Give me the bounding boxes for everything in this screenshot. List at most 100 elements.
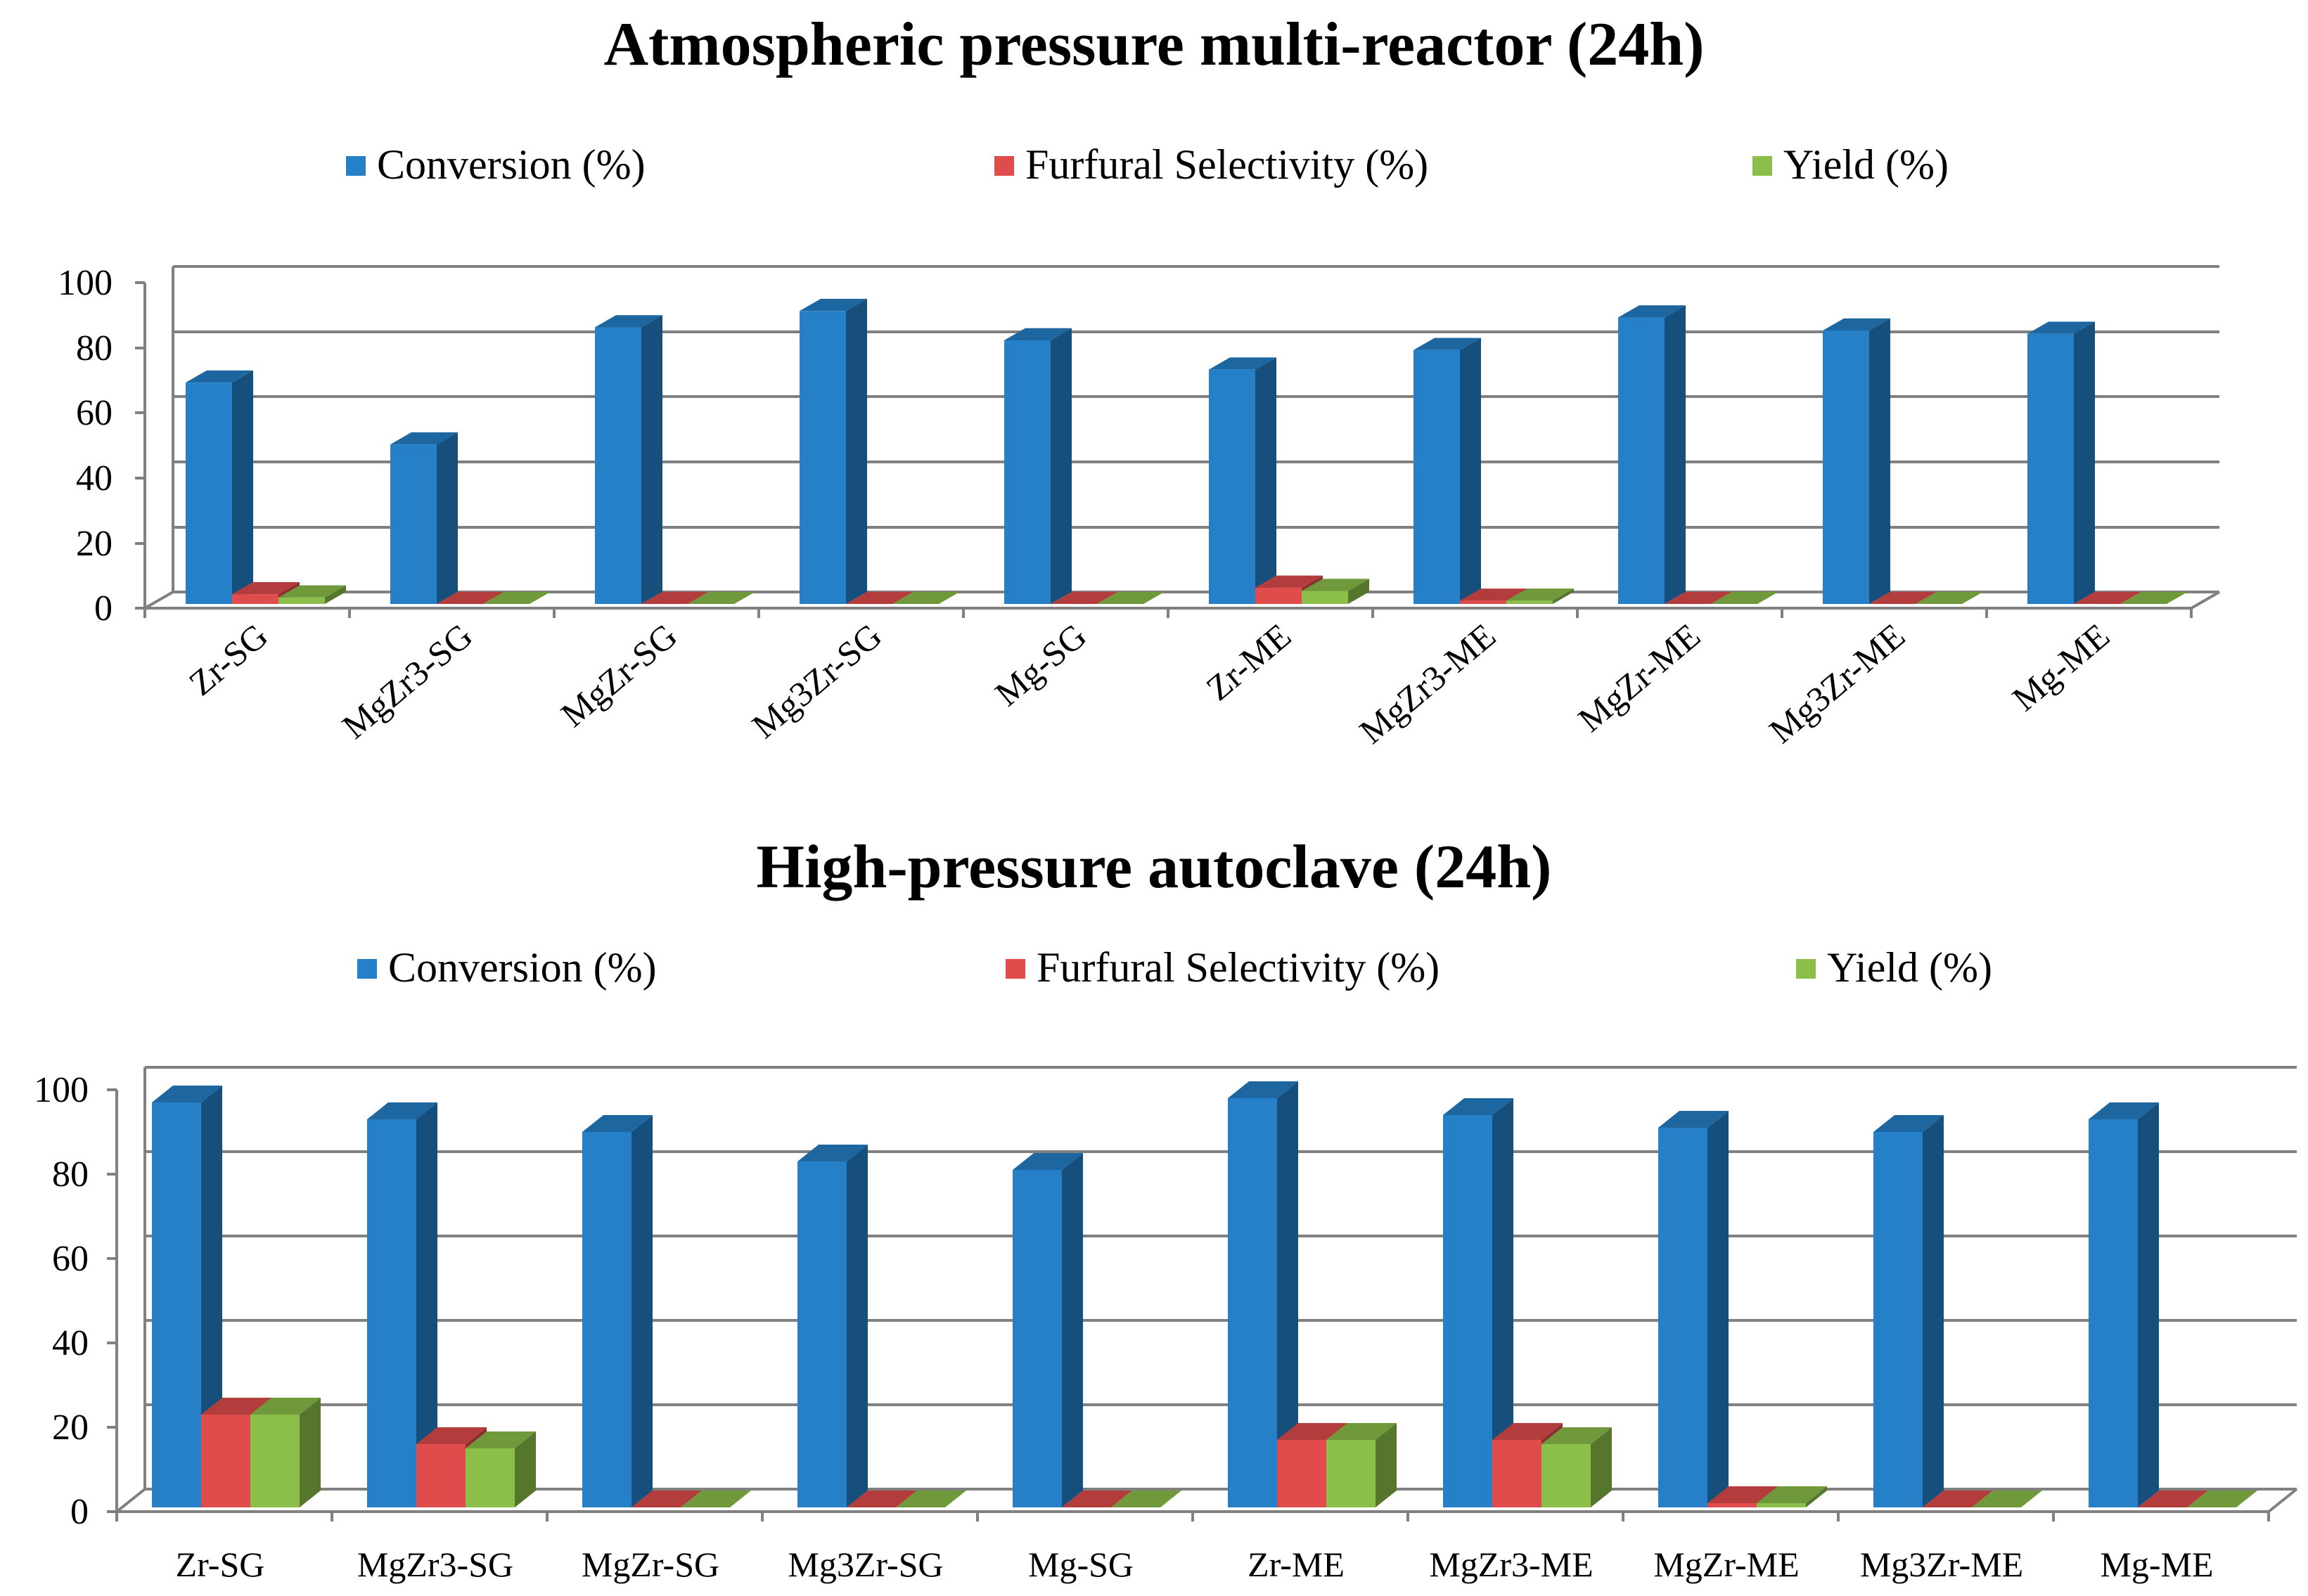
- bar-side: [1923, 1115, 1944, 1507]
- bar: [1541, 1427, 1612, 1507]
- bar-front: [278, 597, 325, 604]
- bar: [1097, 591, 1165, 604]
- bar: [896, 1491, 966, 1507]
- x-category-label: Mg3Zr-ME: [1860, 1545, 2023, 1584]
- bar: [892, 591, 960, 604]
- bar-side: [1051, 328, 1072, 604]
- chart-title: Atmospheric pressure multi-reactor (24h): [603, 11, 1704, 79]
- x-category-label: Mg-SG: [987, 616, 1094, 714]
- bar-top: [681, 1491, 751, 1507]
- bar-side: [1665, 305, 1686, 604]
- floor-right-edge: [2267, 1488, 2298, 1513]
- bar: [1062, 1491, 1132, 1507]
- bar-top: [1413, 337, 1481, 350]
- bar-front: [1873, 1132, 1923, 1507]
- bar: [1443, 1098, 1513, 1507]
- bar-top: [390, 432, 458, 445]
- bar-top: [2138, 1491, 2208, 1507]
- x-category-label: Mg3Zr-SG: [745, 616, 889, 746]
- bar: [1658, 1111, 1729, 1507]
- bar-front: [1228, 1098, 1277, 1507]
- bar: [1506, 588, 1574, 604]
- bar: [250, 1398, 321, 1507]
- bar-top: [483, 591, 551, 604]
- legend-swatch-conversion: [357, 959, 377, 979]
- bar: [1228, 1081, 1298, 1507]
- bar: [437, 591, 504, 604]
- bar-front: [1302, 591, 1348, 604]
- bar-top: [1711, 591, 1778, 604]
- x-category-label: MgZr-SG: [582, 1545, 719, 1584]
- bar: [681, 1491, 751, 1507]
- bar: [632, 1491, 702, 1507]
- bar-side: [300, 1398, 321, 1507]
- bar-front: [1277, 1440, 1326, 1507]
- bar: [595, 315, 662, 604]
- bar-front: [1506, 600, 1553, 604]
- x-category-label: MgZr3-ME: [1429, 1545, 1593, 1584]
- bar-top: [632, 1491, 702, 1507]
- bar: [2089, 1102, 2159, 1507]
- bar-side: [1492, 1098, 1513, 1507]
- bar-side: [1376, 1423, 1397, 1507]
- bar-front: [2089, 1119, 2138, 1507]
- bar: [1711, 591, 1778, 604]
- bar-side: [325, 585, 346, 604]
- bar-front: [582, 1132, 632, 1507]
- bar-top: [1618, 305, 1686, 318]
- x-category-label: Mg3Zr-SG: [788, 1545, 943, 1584]
- x-category-label: Mg-SG: [1028, 1545, 1134, 1584]
- bar: [483, 591, 551, 604]
- y-tick-label: 60: [76, 393, 113, 433]
- bar-side: [1062, 1153, 1083, 1507]
- chart-atmospheric: Atmospheric pressure multi-reactor (24h)…: [58, 11, 2220, 752]
- y-tick-label: 60: [52, 1239, 89, 1279]
- bar-top: [1923, 1491, 1993, 1507]
- bar-top: [641, 591, 709, 604]
- bar-top: [2027, 321, 2095, 334]
- x-category-labels: Zr-SG MgZr3-SG MgZr-SG Mg3Zr-SG Mg-SG Zr…: [181, 616, 2117, 752]
- bar-top: [1506, 588, 1574, 601]
- bar-front: [1658, 1128, 1707, 1507]
- bar: [1823, 318, 1890, 604]
- bar: [367, 1102, 437, 1507]
- bar-top: [1658, 1111, 1729, 1128]
- bar-front: [1255, 587, 1302, 604]
- bar-top: [152, 1086, 222, 1102]
- bar-top: [1277, 1423, 1347, 1440]
- legend-swatch-selectivity: [994, 156, 1014, 176]
- bar: [1757, 1486, 1827, 1507]
- bar-top: [1013, 1153, 1083, 1170]
- y-tick-label: 80: [52, 1154, 89, 1195]
- bar-top: [1492, 1423, 1563, 1440]
- bar: [846, 591, 913, 604]
- legend-label-selectivity: Furfural Selectivity (%): [1037, 944, 1440, 991]
- y-tick-label: 40: [76, 458, 113, 498]
- bar: [1923, 1491, 1993, 1507]
- bar-top: [1665, 591, 1732, 604]
- x-category-label: Zr-ME: [1248, 1545, 1345, 1584]
- bar-top: [1541, 1427, 1612, 1444]
- legend-label-conversion: Conversion (%): [388, 944, 657, 991]
- bar: [466, 1431, 536, 1507]
- bar-front: [466, 1448, 515, 1507]
- bar-top: [582, 1115, 653, 1132]
- x-category-label: MgZr3-SG: [335, 616, 480, 747]
- x-category-label: Zr-SG: [176, 1545, 265, 1584]
- x-category-labels: Zr-SG MgZr3-SG MgZr-SG Mg3Zr-SG Mg-SG Zr…: [176, 1545, 2214, 1584]
- bar-top: [2089, 1102, 2159, 1119]
- bar-top: [367, 1102, 437, 1119]
- legend-swatch-yield: [1752, 156, 1772, 176]
- bar-top: [1823, 318, 1890, 331]
- x-category-label: MgZr-ME: [1653, 1545, 1799, 1584]
- bar-top: [847, 1491, 917, 1507]
- bar-top: [232, 581, 300, 595]
- legend-swatch-selectivity: [1006, 959, 1025, 979]
- x-category-label: Mg-ME: [2100, 1545, 2213, 1584]
- x-category-label: MgZr3-ME: [1352, 616, 1503, 752]
- bar-top: [1443, 1098, 1513, 1115]
- bar-front: [1618, 317, 1665, 604]
- bar-front: [1326, 1440, 1376, 1507]
- bar-side: [232, 370, 253, 604]
